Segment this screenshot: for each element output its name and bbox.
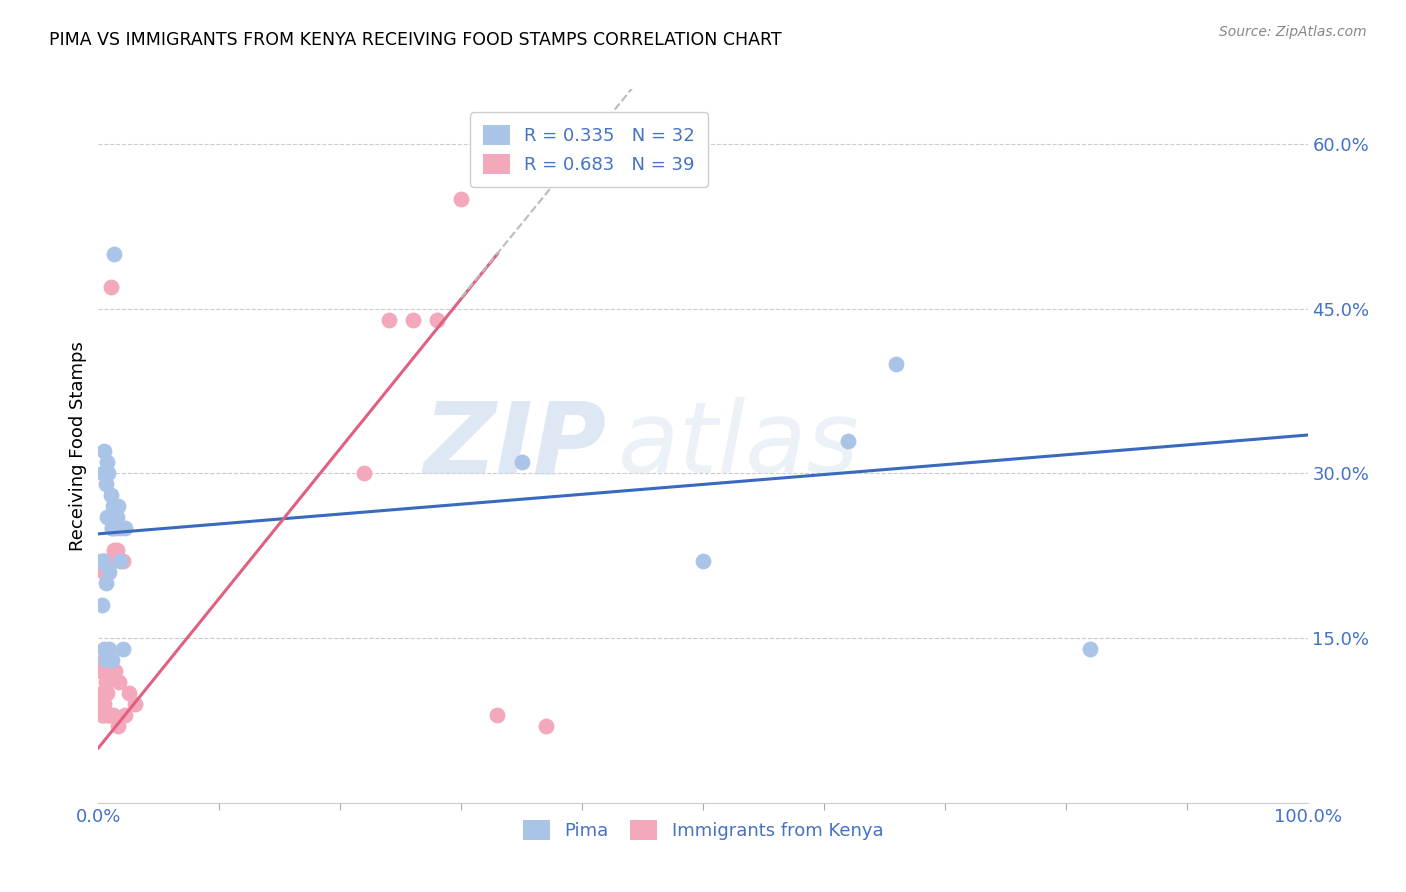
Point xyxy=(100,521,122,535)
Point xyxy=(90,554,112,568)
Point xyxy=(692,554,714,568)
Point xyxy=(93,697,115,711)
Legend: Pima, Immigrants from Kenya: Pima, Immigrants from Kenya xyxy=(516,813,890,847)
Point xyxy=(93,642,115,657)
Point xyxy=(107,719,129,733)
Point xyxy=(837,434,859,448)
Point xyxy=(107,500,129,514)
Point xyxy=(98,642,121,657)
Point xyxy=(91,554,114,568)
Point xyxy=(98,708,121,723)
Point xyxy=(108,554,131,568)
Point xyxy=(111,554,134,568)
Point xyxy=(91,467,114,481)
Point xyxy=(91,686,114,700)
Point xyxy=(100,708,122,723)
Point xyxy=(91,686,114,700)
Point xyxy=(94,653,117,667)
Point xyxy=(534,719,557,733)
Point xyxy=(103,543,125,558)
Point xyxy=(91,708,114,723)
Point xyxy=(114,521,136,535)
Point xyxy=(118,686,141,700)
Point xyxy=(97,708,120,723)
Y-axis label: Receiving Food Stamps: Receiving Food Stamps xyxy=(69,341,87,551)
Point xyxy=(377,312,399,326)
Point xyxy=(100,488,122,502)
Point xyxy=(402,312,425,326)
Point xyxy=(103,247,125,261)
Point xyxy=(100,653,122,667)
Text: ZIP: ZIP xyxy=(423,398,606,494)
Text: atlas: atlas xyxy=(619,398,860,494)
Point xyxy=(114,708,136,723)
Text: Source: ZipAtlas.com: Source: ZipAtlas.com xyxy=(1219,25,1367,39)
Point xyxy=(100,280,122,294)
Point xyxy=(111,642,134,657)
Point xyxy=(100,554,122,568)
Point xyxy=(93,566,115,580)
Point xyxy=(108,521,131,535)
Point xyxy=(91,708,114,723)
Point xyxy=(90,664,112,678)
Point xyxy=(96,686,118,700)
Point xyxy=(93,444,115,458)
Point xyxy=(91,554,114,568)
Point xyxy=(105,543,128,558)
Point xyxy=(101,500,124,514)
Point xyxy=(426,312,449,326)
Point xyxy=(94,675,117,690)
Point xyxy=(98,664,121,678)
Point xyxy=(450,192,472,206)
Point xyxy=(91,598,114,612)
Point xyxy=(93,653,115,667)
Point xyxy=(101,708,124,723)
Point xyxy=(98,566,121,580)
Point xyxy=(96,554,118,568)
Point xyxy=(104,664,127,678)
Point xyxy=(105,510,128,524)
Point xyxy=(94,576,117,591)
Point xyxy=(124,697,146,711)
Point xyxy=(97,510,120,524)
Point xyxy=(97,554,120,568)
Point xyxy=(96,455,118,469)
Point xyxy=(100,510,122,524)
Point xyxy=(1078,642,1101,657)
Point xyxy=(100,521,122,535)
Point xyxy=(510,455,533,469)
Point xyxy=(104,521,127,535)
Point xyxy=(353,467,375,481)
Point xyxy=(97,467,120,481)
Point xyxy=(486,708,509,723)
Point xyxy=(108,675,131,690)
Point xyxy=(94,477,117,491)
Point xyxy=(94,708,117,723)
Point xyxy=(886,357,908,371)
Text: PIMA VS IMMIGRANTS FROM KENYA RECEIVING FOOD STAMPS CORRELATION CHART: PIMA VS IMMIGRANTS FROM KENYA RECEIVING … xyxy=(49,31,782,49)
Point xyxy=(96,510,118,524)
